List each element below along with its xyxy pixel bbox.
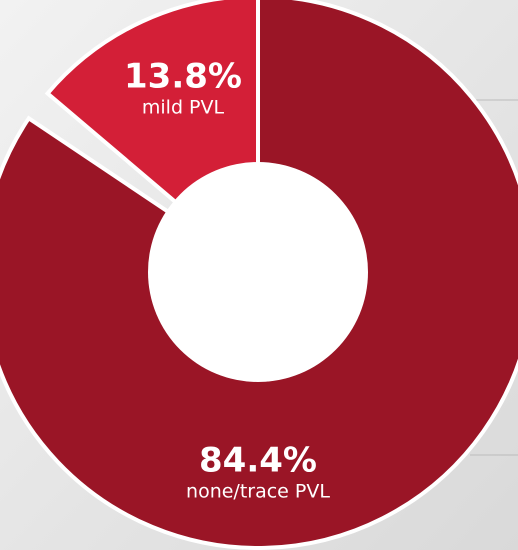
donut-hole bbox=[148, 162, 368, 382]
category-label: none/trace PVL bbox=[186, 481, 330, 503]
value-label: 84.4% bbox=[199, 441, 317, 481]
value-label: 13.8% bbox=[124, 57, 242, 97]
page: 84.4%none/trace PVL13.8%mild PVL (() => … bbox=[0, 0, 518, 550]
category-label: mild PVL bbox=[142, 97, 225, 119]
chart: 84.4%none/trace PVL 13.8%mild PVL bbox=[0, 0, 518, 550]
